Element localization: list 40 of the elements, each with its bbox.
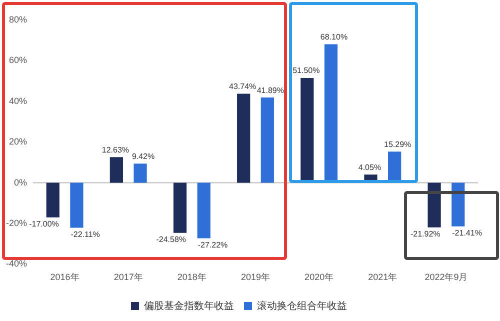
y-tick-label: -40% — [6, 258, 28, 269]
data-label: -21.41% — [452, 228, 482, 238]
legend-label: 滚动换仓组合年收益 — [257, 300, 347, 312]
x-tick-label: 2020年 — [304, 272, 334, 282]
x-tick-label: 2016年 — [50, 272, 80, 282]
x-tick-label: 2022年9月 — [424, 272, 468, 282]
data-label: -21.92% — [410, 230, 440, 239]
data-label: 15.29% — [384, 140, 412, 149]
bar — [260, 98, 274, 183]
data-label: 68.10% — [320, 32, 348, 42]
data-label: 9.42% — [132, 152, 155, 161]
data-label: -17.00% — [29, 220, 59, 229]
data-label: -22.11% — [70, 230, 100, 239]
data-label: 4.05% — [358, 162, 382, 172]
x-tick-label: 2017年 — [114, 272, 143, 282]
y-tick-label: 20% — [8, 136, 28, 147]
y-tick-label: 0% — [14, 177, 28, 188]
data-label: 12.63% — [102, 145, 130, 154]
data-label: 43.74% — [229, 82, 256, 91]
bar — [452, 182, 465, 226]
bar — [173, 182, 187, 233]
y-tick-label: 80% — [8, 14, 28, 24]
y-tick-label: 60% — [8, 55, 28, 66]
bar — [237, 94, 250, 183]
y-tick-label: 40% — [8, 96, 28, 106]
bar — [134, 164, 147, 183]
data-label: 41.89% — [256, 86, 284, 95]
data-label: -27.22% — [198, 240, 228, 250]
x-tick-label: 2018年 — [177, 272, 206, 282]
data-label: 51.50% — [292, 66, 320, 76]
legend-label: 偏股基金指数年收益 — [144, 300, 234, 312]
bar — [197, 182, 210, 238]
bar — [70, 182, 84, 228]
bar — [46, 182, 60, 218]
x-tick-label: 2021年 — [368, 272, 398, 282]
bar — [428, 182, 441, 228]
y-tick-label: -20% — [6, 218, 28, 228]
x-tick-label: 2019年 — [240, 272, 270, 282]
bar — [110, 157, 123, 183]
data-label: -24.58% — [156, 235, 186, 244]
